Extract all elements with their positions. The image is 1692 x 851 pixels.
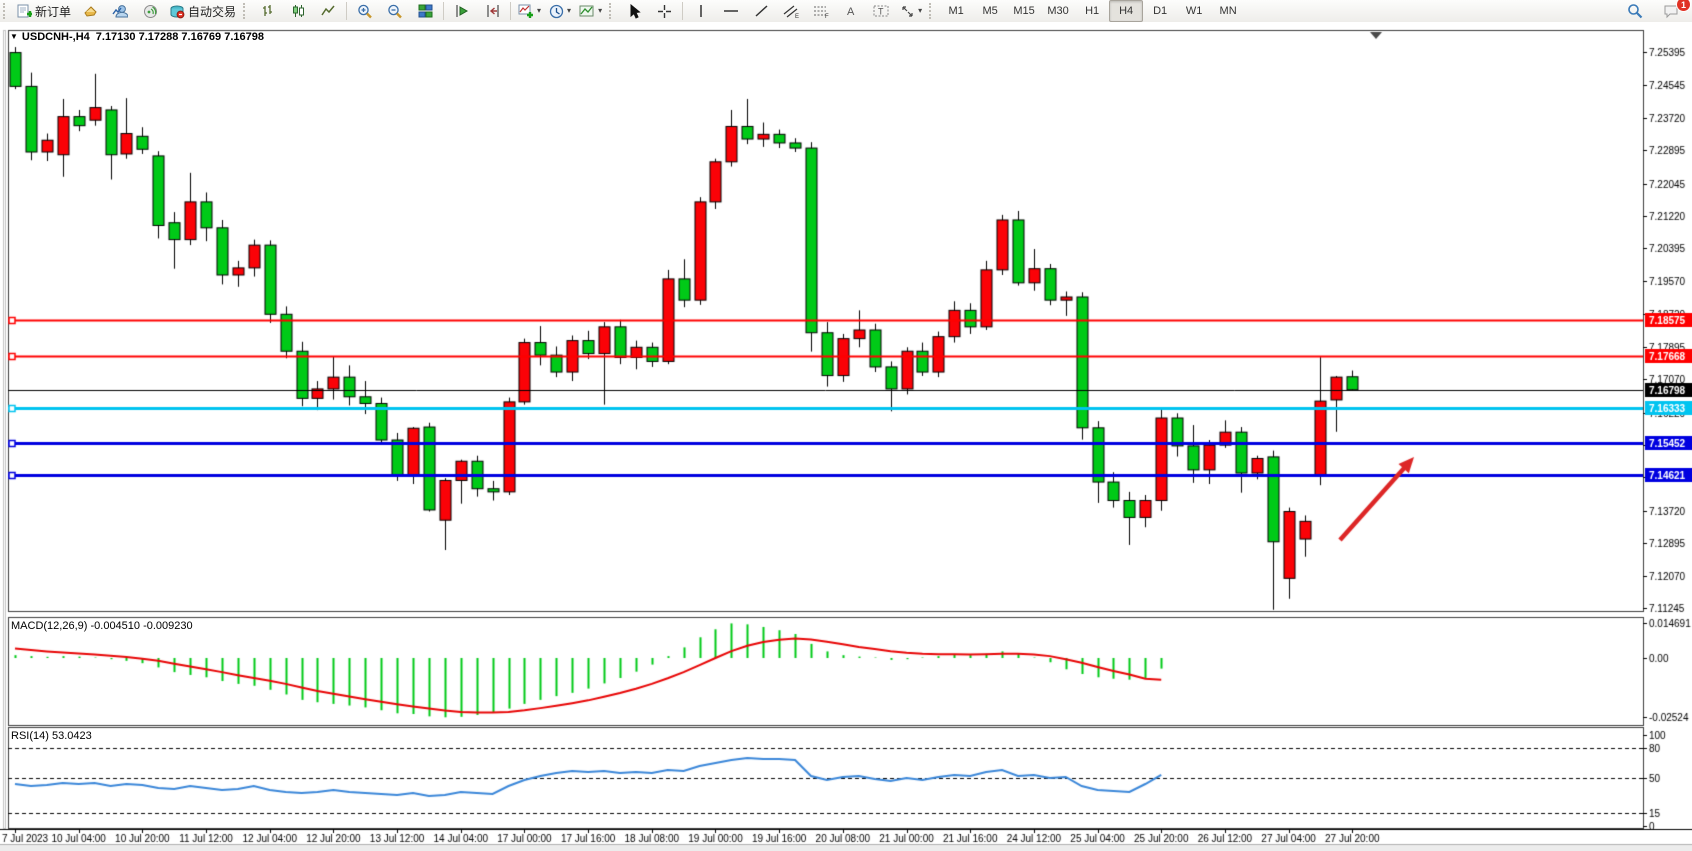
dropdown-arrow-icon: ▾	[918, 6, 923, 15]
zoom-in-icon	[358, 4, 372, 18]
zoom-in-button[interactable]	[350, 0, 380, 22]
toolbar-separator	[346, 2, 348, 20]
indicators-button[interactable]: ▾	[514, 0, 545, 22]
periods-button[interactable]: ▾	[545, 0, 575, 22]
line-chart-icon	[320, 5, 335, 16]
fibonacci-tool-button[interactable]: F	[806, 0, 836, 22]
autotrade-label: 自动交易	[188, 4, 237, 19]
cursor-tool-button[interactable]	[619, 0, 649, 22]
notifications-button[interactable]: 1	[1656, 0, 1691, 22]
candlestick-icon	[292, 5, 304, 17]
clock-icon	[549, 4, 564, 18]
svg-text:F: F	[825, 14, 829, 19]
svg-text:A: A	[847, 6, 855, 18]
toolbar-grip	[3, 3, 10, 19]
fibonacci-icon: F	[813, 6, 829, 19]
toolbar-grip	[609, 3, 616, 19]
search-icon	[1628, 4, 1643, 19]
tab-timeframe-h4[interactable]: H4	[1109, 0, 1144, 22]
dropdown-arrow-icon: ▾	[598, 6, 603, 15]
templates-button[interactable]: ▾	[575, 0, 606, 22]
unread-badge: 1	[1676, 0, 1691, 12]
channel-icon: E	[783, 5, 799, 19]
line-chart-type-button[interactable]	[313, 0, 343, 22]
market-watch-icon	[112, 4, 129, 17]
text-label-icon: T	[873, 5, 889, 17]
tab-timeframe-m30[interactable]: M30	[1047, 5, 1069, 17]
market-watch-button[interactable]	[105, 0, 135, 22]
arrows-icon	[902, 5, 913, 17]
tab-timeframe-h1[interactable]: H1	[1085, 5, 1100, 17]
tab-timeframe-m5[interactable]: M5	[982, 5, 998, 17]
crosshair-tool-button[interactable]	[649, 0, 679, 22]
cursor-icon	[630, 3, 641, 19]
svg-text:T: T	[878, 7, 884, 17]
text-label-tool-button[interactable]: T	[866, 0, 896, 22]
toolbar-grip	[243, 3, 250, 19]
signals-icon	[143, 4, 157, 18]
toolbar-separator	[510, 2, 512, 20]
tab-timeframe-m1[interactable]: M1	[948, 5, 964, 17]
bar-chart-icon	[262, 5, 272, 16]
zoom-out-icon	[388, 4, 402, 18]
tab-timeframe-m15[interactable]: M15	[1013, 5, 1035, 17]
autotrade-button[interactable]: 自动交易	[165, 0, 240, 22]
bar-chart-type-button[interactable]	[253, 0, 283, 22]
text-icon: A	[847, 6, 855, 18]
tab-timeframe-mn[interactable]: MN	[1219, 5, 1237, 17]
toolbar-separator	[682, 2, 684, 20]
dropdown-arrow-icon: ▾	[567, 6, 572, 15]
candlestick-type-button[interactable]	[283, 0, 313, 22]
quotes-icon	[83, 6, 97, 17]
templates-icon	[579, 5, 594, 16]
indicators-icon	[518, 4, 534, 18]
auto-scroll-icon	[455, 5, 468, 17]
trendline-icon	[755, 5, 768, 17]
tile-windows-button[interactable]	[410, 0, 440, 22]
chart-shift-icon	[486, 5, 499, 17]
svg-text:E: E	[795, 14, 799, 19]
price-chart-canvas[interactable]	[0, 22, 1692, 851]
trendline-tool-button[interactable]	[746, 0, 776, 22]
text-tool-button[interactable]: A	[836, 0, 866, 22]
zoom-out-button[interactable]	[380, 0, 410, 22]
signals-button[interactable]	[135, 0, 165, 22]
horizontal-line-tool-button[interactable]	[716, 0, 746, 22]
vertical-line-icon	[700, 5, 702, 17]
autotrade-icon	[170, 5, 185, 18]
tab-timeframe-d1[interactable]: D1	[1153, 5, 1168, 17]
timeframe-toolbar: M1 M5 M15 M30 H1 H4 D1 W1 MN	[939, 0, 1245, 22]
new-order-label: 新订单	[35, 4, 72, 19]
toolbar-grip	[929, 3, 936, 19]
crosshair-icon	[657, 4, 671, 18]
tile-windows-icon	[418, 4, 433, 18]
chart-window: ▼ USDCNH-,H4 7.17130 7.17288 7.16769 7.167…	[0, 22, 1692, 851]
channel-tool-button[interactable]: E	[776, 0, 806, 22]
toolbar-separator	[443, 2, 445, 20]
search-button[interactable]	[1620, 0, 1650, 22]
main-toolbar: 新订单	[0, 0, 1692, 23]
arrows-tool-button[interactable]: ▾	[896, 0, 926, 22]
chart-shift-button[interactable]	[477, 0, 507, 22]
quotes-button[interactable]	[75, 0, 105, 22]
horizontal-line-icon	[724, 10, 739, 12]
dropdown-arrow-icon: ▾	[537, 6, 542, 15]
new-order-button[interactable]: 新订单	[13, 0, 75, 22]
new-order-icon	[17, 4, 32, 17]
vertical-line-tool-button[interactable]	[686, 0, 716, 22]
auto-scroll-button[interactable]	[447, 0, 477, 22]
tab-timeframe-w1[interactable]: W1	[1185, 5, 1203, 17]
